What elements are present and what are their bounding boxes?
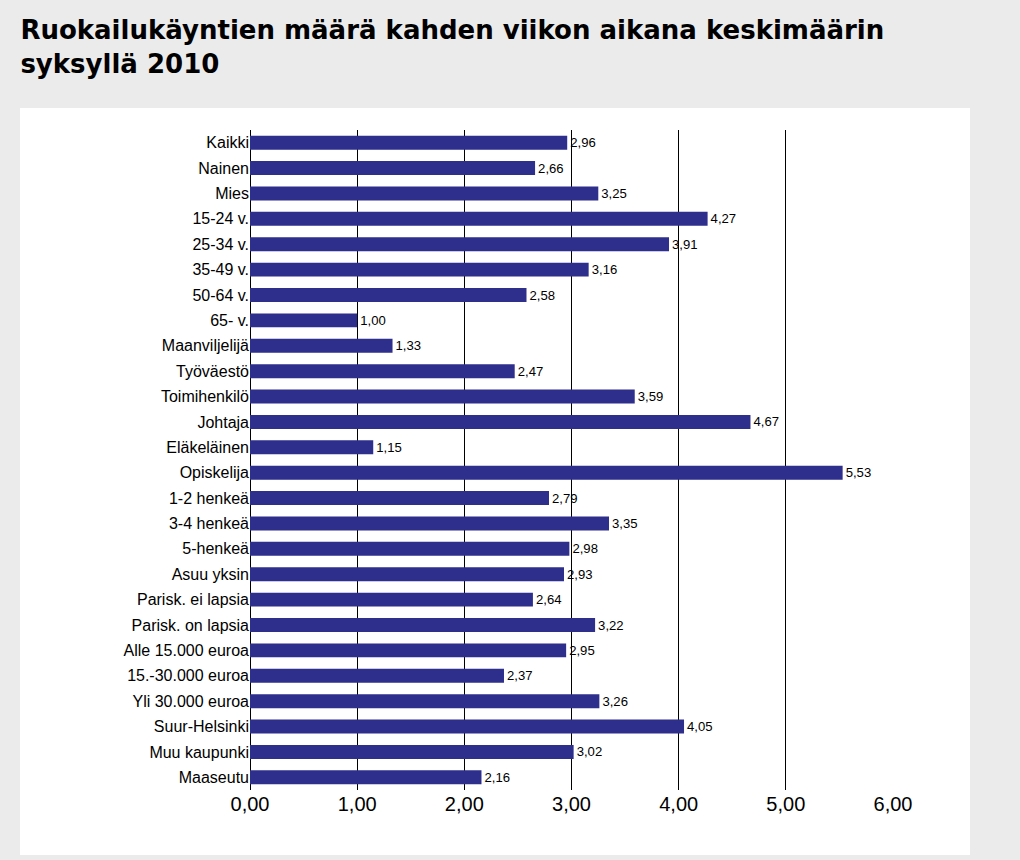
svg-text:3,02: 3,02 bbox=[577, 744, 603, 759]
svg-text:1,15: 1,15 bbox=[376, 440, 402, 455]
svg-text:4,27: 4,27 bbox=[711, 211, 737, 226]
svg-text:Mies: Mies bbox=[215, 185, 249, 202]
svg-text:2,93: 2,93 bbox=[567, 567, 593, 582]
svg-text:2,64: 2,64 bbox=[536, 592, 562, 607]
svg-text:2,98: 2,98 bbox=[572, 541, 598, 556]
svg-text:Kaikki: Kaikki bbox=[206, 134, 249, 151]
svg-text:2,47: 2,47 bbox=[518, 364, 544, 379]
svg-text:Parisk. on lapsia: Parisk. on lapsia bbox=[132, 617, 249, 634]
svg-text:Johtaja: Johtaja bbox=[197, 414, 249, 431]
svg-text:25-34 v.: 25-34 v. bbox=[192, 236, 249, 253]
svg-text:1-2 henkeä: 1-2 henkeä bbox=[169, 490, 249, 507]
svg-text:Työväestö: Työväestö bbox=[176, 363, 249, 380]
svg-text:5-henkeä: 5-henkeä bbox=[182, 540, 249, 557]
svg-text:4,00: 4,00 bbox=[659, 793, 698, 815]
svg-text:Ruokailukäyntien määrä kahden: Ruokailukäyntien määrä kahden viikon aik… bbox=[20, 15, 884, 79]
svg-text:4,05: 4,05 bbox=[687, 719, 713, 734]
svg-text:2,00: 2,00 bbox=[445, 793, 484, 815]
svg-text:Opiskelija: Opiskelija bbox=[180, 464, 249, 481]
svg-text:3,16: 3,16 bbox=[592, 262, 618, 277]
svg-text:1,00: 1,00 bbox=[360, 313, 386, 328]
svg-text:3,22: 3,22 bbox=[598, 618, 624, 633]
svg-text:Toimihenkilö: Toimihenkilö bbox=[161, 388, 249, 405]
svg-text:Maanviljelijä: Maanviljelijä bbox=[162, 337, 249, 354]
svg-text:5,00: 5,00 bbox=[766, 793, 805, 815]
svg-text:1,00: 1,00 bbox=[338, 793, 377, 815]
svg-text:3-4 henkeä: 3-4 henkeä bbox=[169, 515, 249, 532]
svg-text:50-64 v.: 50-64 v. bbox=[192, 287, 249, 304]
svg-text:Alle 15.000 euroa: Alle 15.000 euroa bbox=[124, 642, 250, 659]
svg-text:1,33: 1,33 bbox=[396, 338, 422, 353]
svg-text:3,25: 3,25 bbox=[601, 186, 627, 201]
svg-text:65- v.: 65- v. bbox=[210, 312, 249, 329]
svg-text:3,59: 3,59 bbox=[638, 389, 664, 404]
svg-text:15-24 v.: 15-24 v. bbox=[192, 210, 249, 227]
svg-text:Asuu yksin: Asuu yksin bbox=[172, 566, 249, 583]
svg-text:Yli 30.000 euroa: Yli 30.000 euroa bbox=[132, 693, 249, 710]
svg-text:2,37: 2,37 bbox=[507, 668, 533, 683]
svg-text:3,35: 3,35 bbox=[612, 516, 638, 531]
svg-text:3,26: 3,26 bbox=[602, 694, 628, 709]
svg-text:35-49 v.: 35-49 v. bbox=[192, 261, 249, 278]
svg-text:2,16: 2,16 bbox=[484, 770, 510, 785]
svg-text:3,00: 3,00 bbox=[552, 793, 591, 815]
svg-text:2,66: 2,66 bbox=[538, 161, 564, 176]
svg-text:Parisk. ei lapsia: Parisk. ei lapsia bbox=[137, 591, 249, 608]
svg-text:Suur-Helsinki: Suur-Helsinki bbox=[154, 718, 249, 735]
svg-text:4,67: 4,67 bbox=[753, 414, 779, 429]
svg-text:Nainen: Nainen bbox=[198, 160, 249, 177]
svg-text:3,91: 3,91 bbox=[672, 237, 698, 252]
svg-text:15.-30.000 euroa: 15.-30.000 euroa bbox=[127, 667, 249, 684]
svg-text:5,53: 5,53 bbox=[846, 465, 872, 480]
svg-text:2,79: 2,79 bbox=[552, 491, 578, 506]
svg-text:2,95: 2,95 bbox=[569, 643, 595, 658]
svg-text:6,00: 6,00 bbox=[874, 793, 913, 815]
svg-text:2,96: 2,96 bbox=[570, 135, 596, 150]
svg-text:Maaseutu: Maaseutu bbox=[179, 769, 249, 786]
svg-text:0,00: 0,00 bbox=[231, 793, 270, 815]
svg-text:Eläkeläinen: Eläkeläinen bbox=[166, 439, 249, 456]
svg-text:Muu kaupunki: Muu kaupunki bbox=[149, 744, 249, 761]
svg-text:2,58: 2,58 bbox=[530, 288, 556, 303]
